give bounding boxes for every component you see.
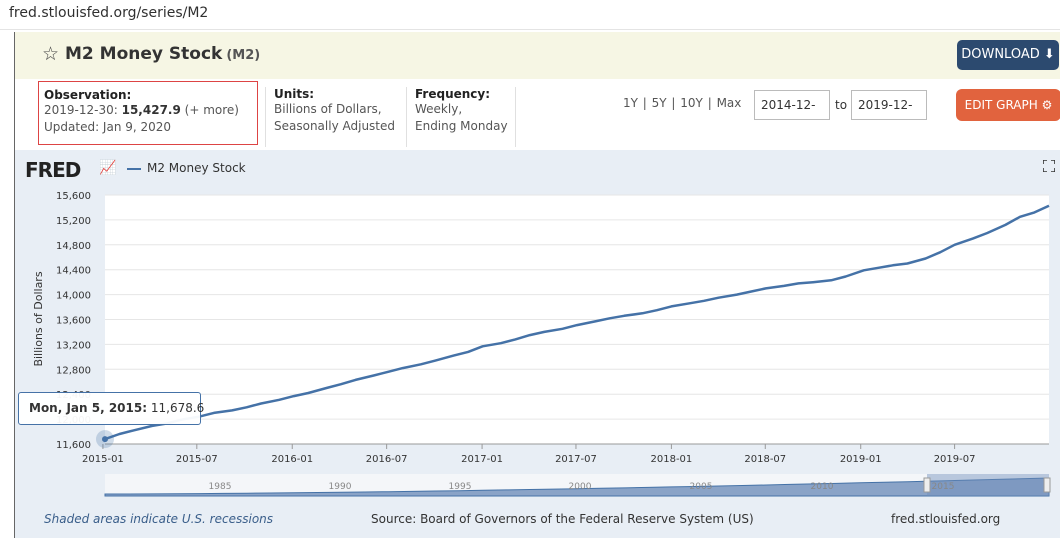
fullscreen-icon[interactable]	[1043, 160, 1055, 172]
hover-point[interactable]	[102, 436, 108, 443]
column-divider	[515, 87, 516, 147]
y-tick-label: 13,600	[56, 316, 91, 327]
fred-url: fred.stlouisfed.org	[891, 512, 1001, 526]
frequency-column: Frequency: Weekly, Ending Monday	[406, 87, 516, 147]
legend-label: M2 Money Stock	[147, 161, 246, 175]
x-tick-label: 2015-07	[176, 454, 218, 465]
chart-tooltip: Mon, Jan 5, 2015: 11,678.6	[18, 392, 205, 425]
url-text[interactable]: fred.stlouisfed.org/series/M2	[9, 5, 209, 21]
x-tick-label: 2019-07	[934, 454, 976, 465]
navigator-tick-label: 2015	[932, 482, 955, 492]
x-tick-label: 2016-01	[271, 454, 313, 465]
y-axis-label: Billions of Dollars	[32, 271, 45, 366]
x-tick-label: 2017-07	[555, 454, 597, 465]
x-tick-label: 2018-01	[651, 454, 693, 465]
x-tick-label: 2017-01	[461, 454, 503, 465]
y-tick-label: 14,000	[56, 291, 91, 302]
navigator-tick-label: 2005	[690, 482, 713, 492]
frequency-line2: Ending Monday	[415, 119, 508, 133]
navigator-tick-label: 2000	[569, 482, 592, 492]
to-label: to	[835, 98, 848, 112]
range-5y-link[interactable]: 5Y	[651, 96, 667, 110]
tooltip-value: 11,678.6	[150, 401, 205, 415]
x-tick-label: 2019-01	[840, 454, 882, 465]
fred-logo-chart-icon: 📈	[99, 160, 117, 176]
y-tick-label: 15,200	[56, 216, 91, 227]
date-from-input[interactable]	[754, 90, 830, 120]
units-column: Units: Billions of Dollars, Seasonally A…	[265, 87, 405, 147]
frequency-label: Frequency:	[415, 87, 491, 101]
range-max-link[interactable]: Max	[716, 96, 742, 110]
download-button[interactable]: DOWNLOAD ⬇	[957, 40, 1059, 70]
download-label: DOWNLOAD	[961, 47, 1040, 62]
x-tick-label: 2018-07	[744, 454, 786, 465]
observation-box: Observation: 2019-12-30: 15,427.9 (+ mor…	[38, 81, 258, 145]
chart-area: 15,600 15,200 14,800 14,400 14,000 13,600 13,2…	[15, 150, 1060, 538]
navigator-tick-label: 1990	[329, 482, 352, 492]
date-to-input[interactable]	[851, 90, 927, 120]
y-tick-label: 13,200	[56, 340, 91, 351]
units-line2: Seasonally Adjusted	[274, 119, 396, 133]
series-line-m2[interactable]	[104, 204, 1050, 441]
chart-legend: M2 Money Stock	[127, 161, 246, 175]
fred-logo[interactable]: FRED	[25, 158, 81, 182]
range-1y-link[interactable]: 1Y	[623, 96, 638, 110]
navigator-tick-label: 1995	[449, 482, 472, 492]
navigator-tick-label: 1985	[209, 482, 232, 492]
observation-more-link[interactable]: (+ more)	[184, 103, 239, 117]
observation-line: 2019-12-30: 15,427.9 (+ more)	[44, 102, 252, 119]
series-title: M2 Money Stock (M2)	[65, 44, 260, 64]
x-tick-labels: 2015-01 2015-07 2016-01 2016-07 2017-01 2017-…	[82, 443, 1049, 465]
x-tick-label: 2015-01	[82, 454, 124, 465]
info-bar: Observation: 2019-12-30: 15,427.9 (+ mor…	[15, 79, 1060, 150]
address-bar[interactable]: fred.stlouisfed.org/series/M2	[0, 0, 1060, 30]
observation-label: Observation:	[44, 88, 132, 102]
units-label: Units:	[274, 87, 315, 101]
units-line1: Billions of Dollars,	[274, 102, 382, 116]
series-id: (M2)	[226, 48, 261, 63]
edit-graph-label: EDIT GRAPH	[964, 98, 1038, 112]
legend-line-swatch	[127, 167, 141, 170]
y-tick-label: 14,400	[56, 266, 91, 277]
recession-note: Shaded areas indicate U.S. recessions	[44, 512, 274, 526]
navigator-right-handle[interactable]	[1043, 477, 1051, 493]
navigator-selection[interactable]	[927, 474, 1049, 496]
y-tick-label: 12,800	[56, 365, 91, 376]
observation-value: 15,427.9	[121, 103, 181, 117]
source-note: Source: Board of Governors of the Federa…	[371, 512, 754, 526]
edit-graph-button[interactable]: EDIT GRAPH ⚙	[956, 89, 1060, 121]
x-tick-label: 2016-07	[366, 454, 408, 465]
y-tick-label: 14,800	[56, 241, 91, 252]
navigator-left-handle[interactable]	[923, 477, 931, 493]
chart-footer: Shaded areas indicate U.S. recessions So…	[15, 502, 1060, 538]
observation-date: 2019-12-30:	[44, 103, 118, 117]
fred-page: ☆ M2 Money Stock (M2) DOWNLOAD ⬇ Observat…	[14, 32, 1060, 538]
title-bar: ☆ M2 Money Stock (M2) DOWNLOAD ⬇	[15, 32, 1060, 79]
y-tick-label: 11,600	[56, 440, 91, 451]
range-links: 1Y | 5Y | 10Y | Max	[623, 96, 742, 110]
navigator-tick-label: 2010	[811, 482, 834, 492]
frequency-line1: Weekly,	[415, 102, 463, 116]
range-10y-link[interactable]: 10Y	[680, 96, 703, 110]
y-tick-label: 15,600	[56, 191, 91, 202]
line-chart[interactable]: 15,600 15,200 14,800 14,400 14,000 13,600 13,2…	[15, 150, 1060, 502]
navigator-tick-labels: 1985 1990 1995 2000 2005 2010 2015	[209, 482, 955, 492]
star-icon[interactable]: ☆	[42, 43, 60, 65]
series-title-text: M2 Money Stock	[65, 44, 223, 64]
tooltip-date: Mon, Jan 5, 2015:	[29, 401, 148, 415]
updated-text: Updated: Jan 9, 2020	[44, 120, 172, 134]
download-icon: ⬇	[1043, 47, 1055, 62]
gear-icon: ⚙	[1041, 98, 1053, 112]
